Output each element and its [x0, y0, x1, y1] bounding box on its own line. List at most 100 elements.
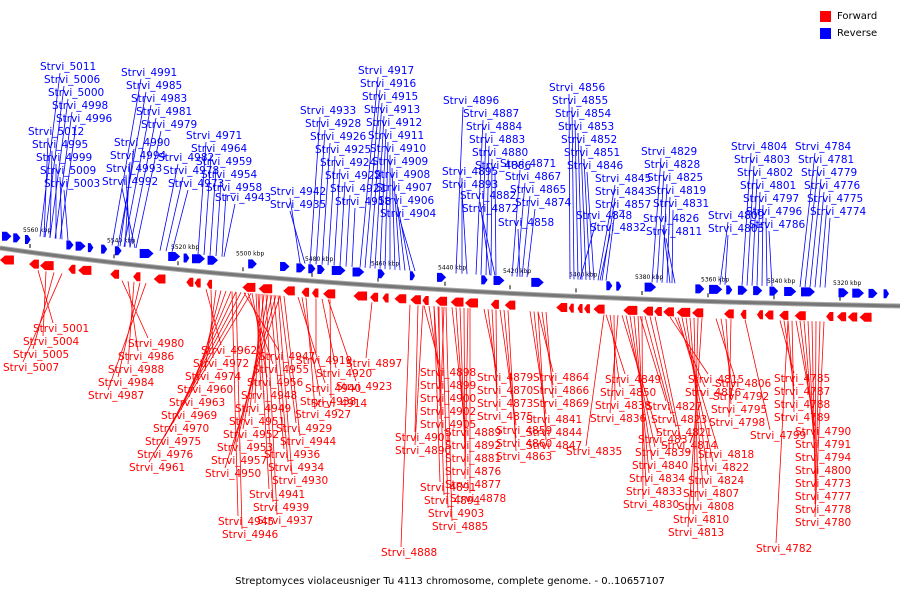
reverse-gene-leader-line: [571, 106, 575, 280]
forward-gene-arrow: [29, 259, 39, 269]
forward-gene-arrow: [692, 308, 704, 318]
reverse-gene-leader-line: [209, 167, 217, 256]
forward-gene-label: Strvi_4838: [595, 400, 651, 412]
forward-gene-leader-line: [641, 316, 644, 500]
reverse-gene-arrow: [13, 233, 21, 243]
forward-gene-label: Strvi_4850: [600, 387, 656, 399]
forward-gene-leader-line: [811, 321, 816, 479]
reverse-gene-label: Strvi_4973: [168, 178, 224, 190]
forward-gene-label: Strvi_4963: [169, 397, 225, 409]
reverse-gene-leader-line: [577, 132, 583, 280]
forward-gene-leader-line: [305, 297, 316, 410]
forward-gene-label: Strvi_4936: [264, 449, 321, 461]
reverse-gene-label: Strvi_4912: [366, 117, 422, 129]
reverse-gene-label: Strvi_4796: [746, 206, 803, 218]
forward-gene-leader-line: [230, 295, 277, 456]
forward-gene-arrow: [353, 291, 368, 301]
reverse-gene-leader-line: [215, 180, 222, 257]
reverse-gene-arrow: [248, 259, 257, 269]
reverse-gene-leader-line: [666, 196, 671, 283]
reverse-gene-arrow: [481, 275, 488, 285]
reverse-gene-leader-line: [605, 210, 616, 281]
reverse-gene-label: Strvi_4872: [462, 203, 518, 215]
forward-gene-arrow: [242, 282, 256, 292]
forward-gene-label: Strvi_4847: [526, 440, 582, 452]
reverse-gene-leader-line: [345, 194, 351, 267]
reverse-gene-arrow: [784, 287, 797, 297]
forward-gene-label: Strvi_4951: [229, 416, 285, 428]
forward-gene-label: Strvi_4798: [709, 417, 765, 429]
reverse-gene-arrow: [436, 272, 447, 282]
reverse-gene-leader-line: [751, 178, 758, 286]
reverse-gene-label: Strvi_4928: [305, 118, 361, 130]
forward-gene-label: Strvi_4901: [395, 432, 451, 444]
reverse-gene-label: Strvi_5011: [40, 61, 96, 73]
reverse-gene-leader-line: [125, 174, 131, 248]
forward-gene-leader-line: [156, 292, 247, 450]
reverse-gene-leader-line: [746, 165, 755, 286]
forward-gene-leader-line: [265, 294, 278, 516]
reverse-gene-arrow: [606, 281, 613, 291]
forward-gene-arrow: [577, 303, 583, 313]
forward-gene-arrow: [186, 277, 194, 287]
forward-gene-label: Strvi_4892: [445, 440, 501, 452]
reverse-gene-label: Strvi_4826: [643, 213, 700, 225]
forward-gene-leader-line: [127, 281, 139, 352]
forward-gene-label: Strvi_4806: [715, 378, 772, 390]
forward-gene-label: Strvi_4945: [218, 516, 274, 528]
reverse-gene-leader-line: [719, 221, 729, 285]
forward-gene-leader-line: [414, 305, 419, 433]
forward-gene-arrow: [68, 264, 76, 274]
reverse-gene-label: Strvi_4954: [201, 169, 258, 181]
reverse-gene-arrow: [308, 264, 316, 274]
reverse-gene-leader-line: [480, 132, 487, 275]
forward-gene-arrow: [422, 296, 429, 306]
reverse-gene-label: Strvi_4964: [191, 143, 248, 155]
reverse-gene-leader-line: [315, 129, 326, 265]
forward-gene-label: Strvi_4876: [445, 466, 502, 478]
forward-gene-leader-line: [654, 316, 682, 441]
forward-gene-label: Strvi_4821: [656, 427, 712, 439]
forward-gene-label: Strvi_4863: [496, 451, 552, 463]
reverse-gene-leader-line: [761, 204, 764, 286]
forward-gene-arrow: [584, 304, 590, 314]
reverse-gene-label: Strvi_4831: [653, 198, 709, 210]
forward-gene-label: Strvi_4930: [272, 475, 328, 487]
reverse-gene-arrow: [409, 271, 415, 281]
forward-gene-leader-line: [277, 295, 293, 476]
forward-gene-leader-line: [637, 315, 647, 487]
forward-gene-arrow: [642, 306, 653, 316]
reverse-gene-label: Strvi_4880: [472, 147, 528, 159]
reverse-gene-leader-line: [289, 210, 306, 264]
reverse-gene-leader-line: [661, 183, 668, 283]
reverse-gene-label: Strvi_4852: [561, 134, 617, 146]
reverse-gene-label: Strvi_4911: [368, 130, 424, 142]
reverse-gene-label: Strvi_4971: [186, 130, 242, 142]
legend: Forward Reverse: [820, 8, 890, 42]
forward-gene-leader-line: [235, 291, 243, 530]
reverse-gene-leader-line: [197, 141, 207, 255]
forward-gene-leader-line: [537, 311, 554, 373]
forward-gene-leader-line: [649, 316, 677, 428]
reverse-gene-label: Strvi_4983: [131, 93, 187, 105]
forward-gene-label: Strvi_4891: [420, 482, 476, 494]
forward-gene-label: Strvi_4790: [795, 426, 851, 438]
forward-gene-arrow: [110, 269, 120, 279]
forward-gene-leader-line: [224, 295, 281, 469]
forward-gene-leader-line: [728, 319, 732, 418]
forward-gene-label: Strvi_4941: [249, 489, 305, 501]
forward-gene-label: Strvi_4780: [795, 517, 851, 529]
reverse-swatch: [820, 28, 831, 39]
reverse-gene-label: Strvi_4886: [475, 160, 532, 172]
forward-gene-label: Strvi_4836: [590, 413, 647, 425]
scale-label: 5320 kbp: [833, 280, 861, 287]
forward-gene-leader-line: [261, 294, 274, 503]
reverse-gene-label: Strvi_4871: [500, 158, 556, 170]
reverse-gene-leader-line: [351, 207, 356, 267]
reverse-gene-leader-line: [599, 233, 611, 281]
scale-label: 5480 kbp: [305, 256, 333, 263]
reverse-gene-arrow: [801, 287, 815, 297]
reverse-gene-leader-line: [583, 158, 591, 281]
forward-gene-label: Strvi_4873: [477, 398, 533, 410]
forward-gene-arrow: [450, 297, 464, 307]
